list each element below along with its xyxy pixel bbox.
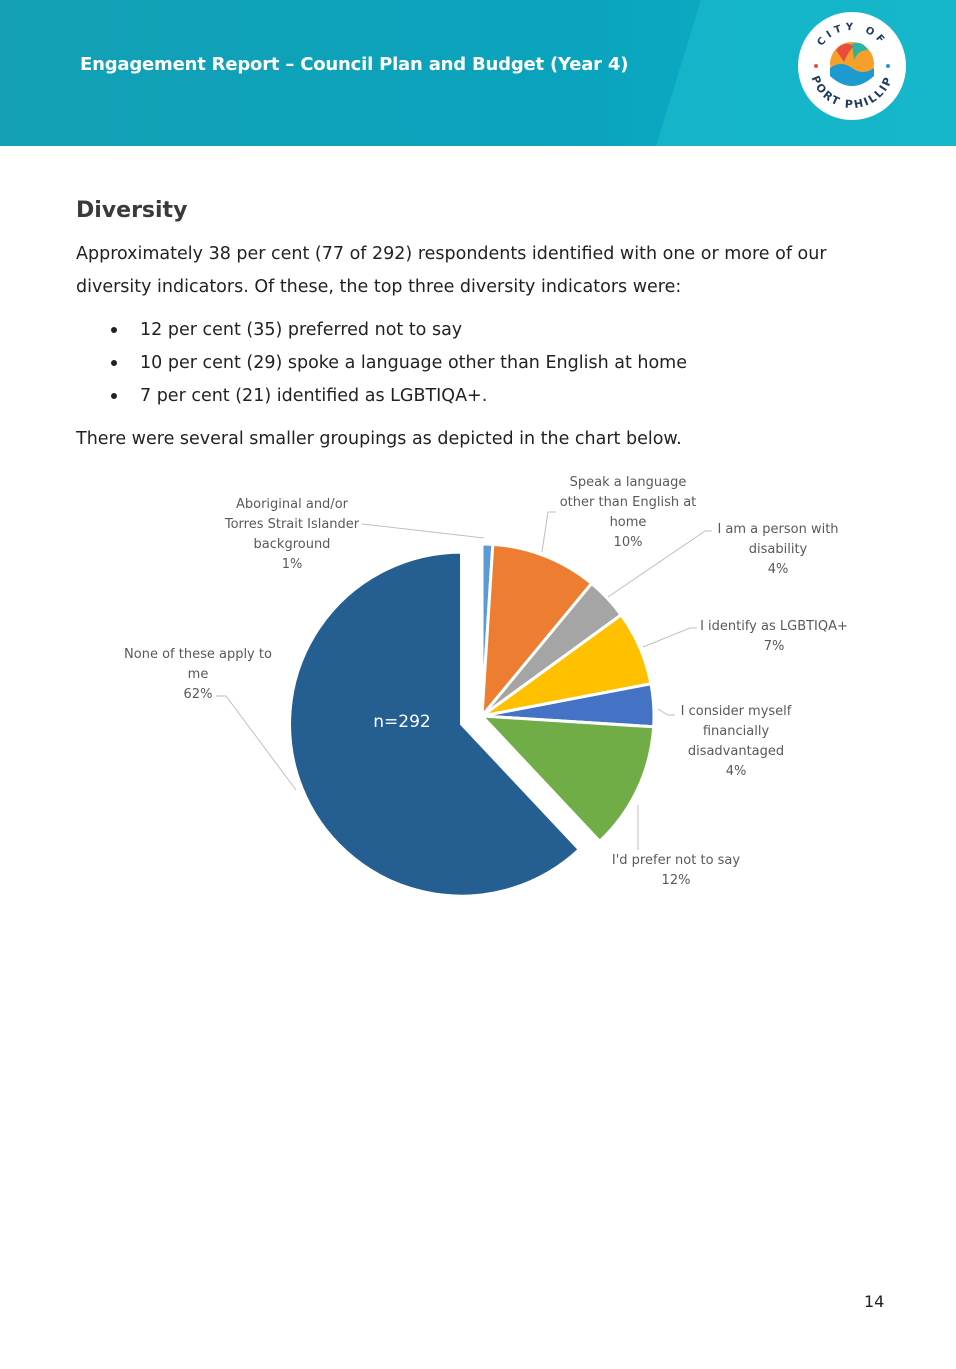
slice-label: Aboriginal and/or Torres Strait Islander b… (224, 497, 360, 572)
list-item-text: 7 per cent (21) identified as LGBTIQA+. (140, 386, 488, 406)
bullet-icon (111, 327, 117, 333)
outro-paragraph: There were several smaller groupings as … (76, 429, 682, 449)
list-item-text: 12 per cent (35) preferred not to say (140, 320, 463, 340)
page-number: 14 (864, 1292, 885, 1311)
list-item: 12 per cent (35) preferred not to say (76, 314, 687, 347)
pie-slice (480, 542, 594, 721)
slice-label: I'd prefer not to say 12% (612, 853, 740, 888)
header-banner: Engagement Report – Council Plan and Bud… (0, 0, 956, 146)
leader-line (607, 530, 712, 598)
leader-line (361, 523, 485, 539)
leader-line (216, 695, 297, 791)
leader-line (642, 627, 697, 648)
bullet-icon (111, 360, 117, 366)
list-item-text: 10 per cent (29) spoke a language other … (140, 353, 687, 373)
bullet-icon (111, 393, 117, 399)
pie-slice (478, 714, 656, 844)
slice-label: None of these apply to me 62% (124, 647, 272, 702)
list-item: 10 per cent (29) spoke a language other … (76, 347, 687, 380)
intro-paragraph: Approximately 38 per cent (77 of 292) re… (76, 244, 827, 297)
indicator-list: 12 per cent (35) preferred not to say 10… (76, 314, 687, 413)
section-heading: Diversity (76, 198, 188, 223)
slice-label: I identify as LGBTIQA+ 7% (700, 619, 848, 654)
pie-slice (288, 550, 582, 898)
diversity-pie-chart: Aboriginal and/or Torres Strait Islander b… (124, 475, 848, 898)
slice-label: I am a person with disability 4% (717, 522, 838, 577)
list-item: 7 per cent (21) identified as LGBTIQA+. (76, 380, 687, 413)
leader-line (541, 511, 556, 553)
report-title: Engagement Report – Council Plan and Bud… (80, 54, 629, 75)
city-of-port-phillip-logo: CITY OF PORT PHILLIP (798, 12, 906, 120)
slice-label: I consider myself financially disadvantage… (681, 704, 792, 779)
sample-size-label: n=292 (373, 712, 430, 732)
slice-label: Speak a language other than English at hom… (560, 475, 697, 550)
leader-line (657, 708, 675, 716)
